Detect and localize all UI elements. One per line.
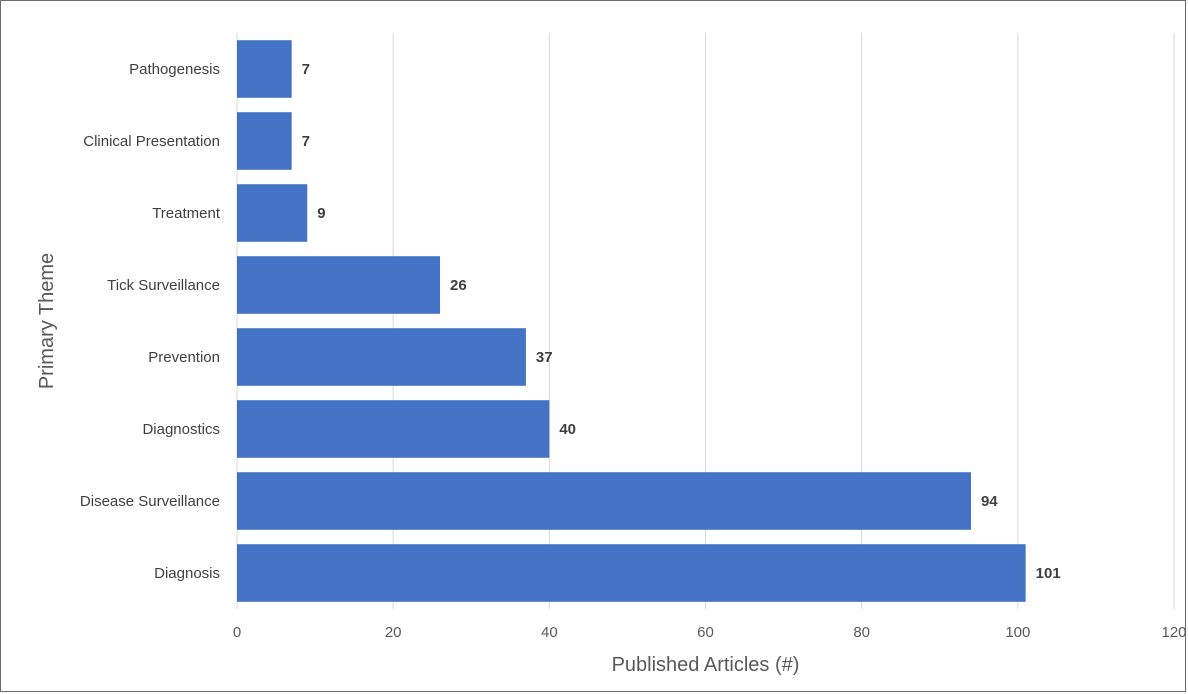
x-tick-label: 0 [233, 624, 241, 641]
x-tick-labels: 0 20 40 60 80 100 120 [233, 624, 1187, 641]
bar [237, 112, 292, 170]
x-tick-label: 40 [541, 624, 558, 641]
category-label: Treatment [152, 205, 221, 222]
value-label: 9 [317, 205, 325, 222]
bar [237, 184, 308, 242]
value-label: 101 [1036, 565, 1061, 582]
bars [237, 40, 1026, 602]
value-label: 94 [981, 493, 998, 510]
value-label: 26 [450, 277, 467, 294]
category-label: Disease Surveillance [80, 493, 220, 510]
bar [237, 328, 526, 386]
y-axis-title: Primary Theme [36, 253, 58, 389]
category-labels: Pathogenesis Clinical Presentation Treatme… [80, 61, 221, 582]
value-labels: 7 7 9 26 37 40 94 101 [302, 61, 1061, 582]
category-label: Diagnosis [154, 565, 220, 582]
x-axis-title: Published Articles (#) [612, 654, 800, 676]
x-tick-label: 60 [697, 624, 714, 641]
category-label: Pathogenesis [129, 61, 220, 78]
value-label: 7 [302, 61, 310, 78]
bar [237, 40, 292, 98]
x-tick-label: 100 [1005, 624, 1030, 641]
value-label: 7 [302, 133, 310, 150]
category-label: Clinical Presentation [83, 133, 220, 150]
bar [237, 400, 550, 458]
bar [237, 256, 441, 314]
x-tick-label: 20 [385, 624, 402, 641]
bar [237, 544, 1026, 602]
category-label: Tick Surveillance [107, 277, 220, 294]
category-label: Prevention [148, 349, 220, 366]
bar [237, 472, 971, 530]
value-label: 40 [559, 421, 576, 438]
value-label: 37 [536, 349, 553, 366]
x-tick-label: 120 [1161, 624, 1186, 641]
category-label: Diagnostics [142, 421, 220, 438]
x-tick-label: 80 [853, 624, 870, 641]
